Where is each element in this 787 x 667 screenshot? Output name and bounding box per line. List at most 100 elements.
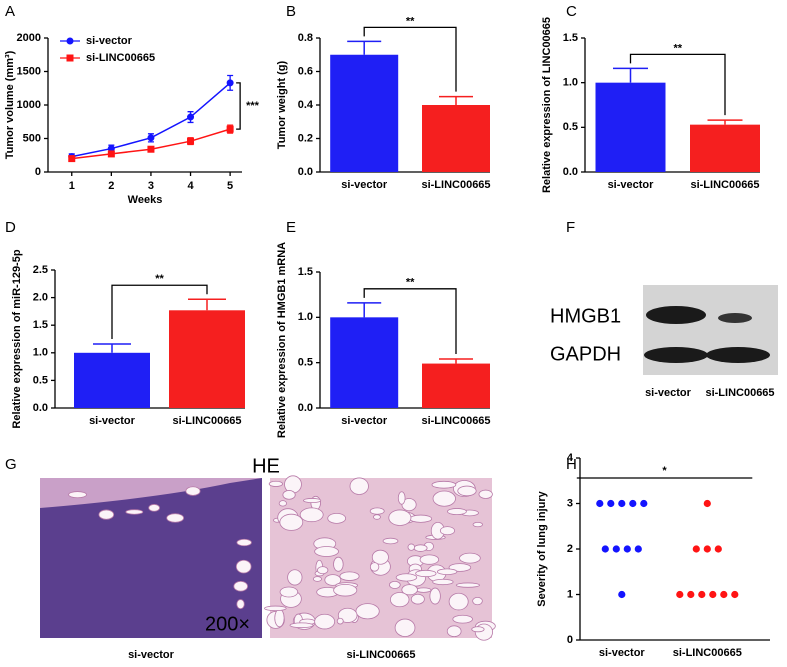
x-tick-label: si-vector (341, 415, 388, 427)
dot (692, 545, 700, 553)
error-bar (188, 298, 226, 311)
x-tick-label: 3 (148, 180, 154, 192)
y-tick-label: 1000 (17, 99, 41, 111)
alveolus (317, 566, 329, 575)
x-axis-label: Weeks (128, 194, 163, 206)
panel-letter: H (566, 456, 577, 473)
alveolus (432, 578, 454, 586)
alveolus (289, 622, 314, 629)
alveolus (415, 569, 437, 578)
alveolus (413, 544, 428, 552)
dot (640, 499, 648, 508)
y-tick-label: 0.0 (33, 402, 48, 414)
blot-band (644, 347, 708, 363)
dot (676, 590, 684, 599)
y-tick-label: 3 (567, 497, 573, 509)
error-bar (707, 119, 743, 125)
error-bar (347, 40, 382, 55)
alveolus (382, 537, 399, 545)
alveolus (333, 583, 358, 597)
blot-label: GAPDH (550, 343, 621, 365)
alveolus (389, 592, 410, 608)
alveolus (235, 559, 252, 574)
panel-letter: A (5, 3, 15, 20)
marker (147, 145, 155, 153)
dot (629, 499, 637, 508)
dot (618, 499, 626, 508)
y-tick-label: 1.5 (563, 32, 578, 44)
alveolus (432, 490, 456, 507)
marker (68, 155, 76, 163)
alveolus (471, 626, 485, 633)
x-tick-label: 2 (108, 180, 114, 192)
y-tick-label: 0.4 (298, 99, 314, 111)
alveolus (264, 605, 287, 612)
x-tick-label: si-LINC00665 (172, 415, 241, 427)
y-axis-label: Relative expression of miR-129-5p (11, 249, 23, 428)
panel-letter: G (5, 456, 17, 473)
alveolus (279, 586, 299, 598)
alveolus (68, 491, 87, 499)
marker (107, 150, 115, 158)
blot-band (646, 306, 706, 324)
alveolus (349, 477, 369, 495)
y-tick-label: 0.0 (563, 166, 578, 178)
histology-images (40, 475, 496, 641)
panel-letter: E (286, 219, 296, 236)
marker (187, 137, 195, 145)
panel-letter: F (566, 219, 575, 236)
alveolus (278, 500, 287, 507)
alveolus (472, 521, 483, 528)
y-axis-label: Relative expression of LINC00665 (541, 17, 553, 193)
significance-label: ** (155, 273, 164, 285)
y-tick-label: 4 (567, 452, 574, 464)
bar (169, 310, 245, 408)
y-axis-label: Tumor volume (mm³) (4, 50, 16, 159)
y-axis-label: Severity of lung injury (536, 490, 548, 606)
error-bar (439, 358, 473, 364)
alveolus (148, 504, 160, 512)
alveolus (401, 584, 418, 596)
y-tick-label: 0.8 (298, 32, 313, 44)
significance-bracket (363, 288, 457, 355)
y-tick-label: 0.5 (298, 357, 313, 369)
bar (330, 317, 399, 408)
dot (607, 499, 615, 508)
legend-marker (66, 37, 74, 45)
alveolus (324, 574, 342, 586)
alveolus (415, 587, 432, 593)
alveolus (388, 509, 412, 526)
significance-label: ** (406, 15, 415, 27)
alveolus (389, 580, 401, 589)
alveolus (236, 599, 245, 610)
bar (74, 352, 150, 408)
x-tick-label: si-vector (599, 647, 646, 659)
alveolus (336, 617, 344, 625)
y-tick-label: 0.2 (298, 132, 313, 144)
bar (595, 82, 666, 172)
alveolus (373, 514, 381, 520)
alveolus (279, 513, 304, 531)
alveolus (355, 603, 380, 620)
y-tick-label: 1.0 (33, 347, 48, 359)
significance-label: * (662, 465, 667, 477)
alveolus (299, 507, 324, 523)
dot (731, 590, 739, 599)
alveolus (327, 512, 347, 524)
dot (709, 590, 717, 599)
marker (187, 113, 195, 121)
dot (596, 499, 604, 508)
alveolus (429, 587, 441, 605)
alveolus (410, 593, 425, 605)
alveolus (397, 491, 406, 505)
y-tick-label: 1.5 (33, 319, 48, 331)
alveolus (419, 554, 440, 565)
tissue-dense (40, 478, 262, 638)
alveolus (166, 513, 185, 523)
panel-letter: D (5, 219, 16, 236)
y-tick-label: 0.5 (563, 121, 578, 133)
dot (698, 590, 706, 599)
y-tick-label: 2.5 (33, 264, 48, 276)
y-axis-label: Relative expression of HMGB1 mRNA (276, 242, 288, 438)
